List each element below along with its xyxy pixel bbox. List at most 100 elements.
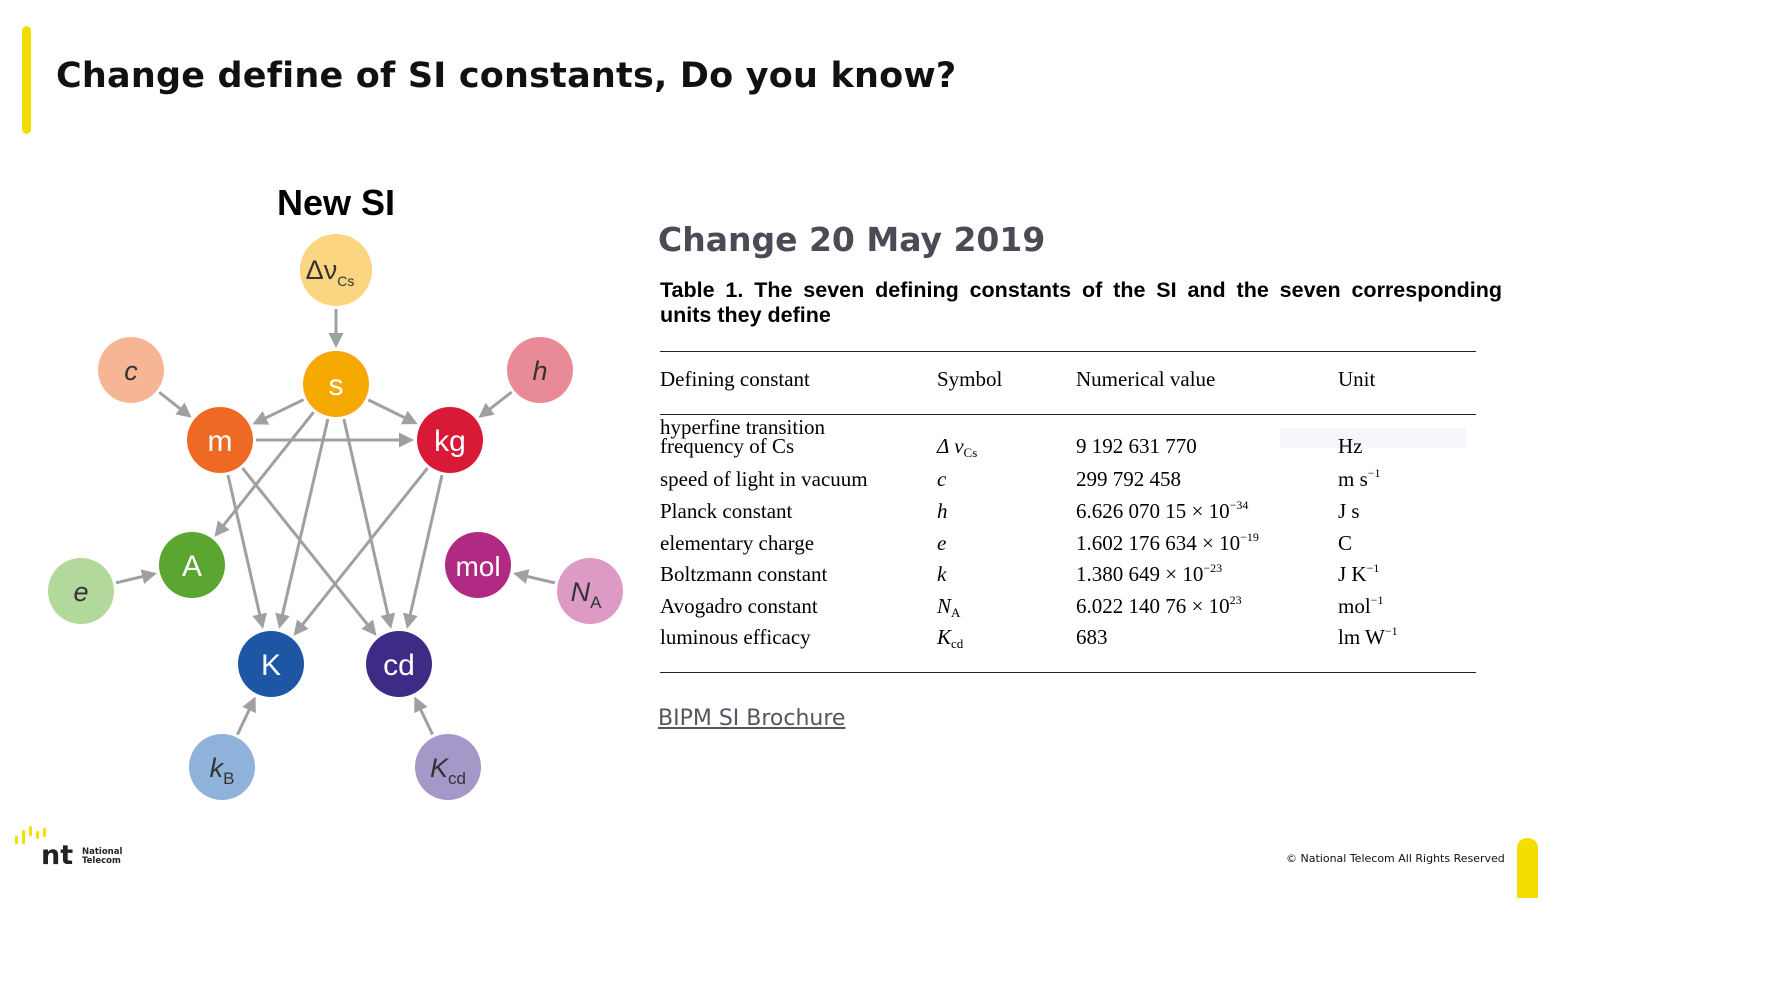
row-luminous-value: 683 bbox=[1076, 625, 1108, 649]
row-avogadro-value: 6.022 140 76 × 1023 bbox=[1076, 593, 1242, 618]
arrow-NA-to-mol bbox=[513, 569, 556, 585]
row-charge-symbol: e bbox=[937, 531, 947, 555]
bipm-si-brochure-link[interactable]: BIPM SI Brochure bbox=[658, 706, 846, 731]
node-mol-circle bbox=[445, 532, 511, 598]
table-caption-line-1: Table 1. The seven defining constants of… bbox=[660, 278, 1502, 302]
arrow-kg-to-cd bbox=[403, 474, 444, 629]
company-logo: nt National Telecom bbox=[14, 826, 124, 871]
row-planck-symbol: h bbox=[937, 499, 948, 523]
arrow-c-to-m bbox=[158, 391, 192, 418]
svg-text:c: c bbox=[124, 356, 138, 386]
nt-logo-icon: nt bbox=[15, 826, 73, 871]
svg-text:A: A bbox=[182, 550, 202, 583]
svg-text:kB: kB bbox=[210, 753, 235, 788]
copyright-notice: © National Telecom All Rights Reserved bbox=[1286, 852, 1505, 865]
table-bottom-rule bbox=[660, 672, 1476, 673]
row-hyperfine-constant-2: frequency of Cs bbox=[660, 434, 795, 458]
arrow-s-to-cd bbox=[342, 418, 396, 629]
svg-text:m: m bbox=[208, 425, 233, 458]
row-boltzmann-value: 1.380 649 × 10−23 bbox=[1076, 561, 1223, 586]
table-caption: Table 1. The seven defining constants of… bbox=[660, 278, 1502, 328]
node-kb: kB bbox=[189, 734, 255, 800]
row-planck-value: 6.626 070 15 × 10−34 bbox=[1076, 498, 1249, 523]
node-k-circle bbox=[238, 631, 304, 697]
node-mol: mol bbox=[445, 532, 511, 598]
row-hyperfine-symbol: Δ νCs bbox=[937, 434, 978, 460]
svg-text:NA: NA bbox=[571, 577, 603, 612]
arrow-h-to-kg bbox=[478, 390, 513, 418]
row-hyperfine-value: 9 192 631 770 bbox=[1076, 434, 1197, 458]
row-light-constant: speed of light in vacuum bbox=[660, 467, 868, 491]
arrow-s-to-A bbox=[214, 411, 315, 537]
node-e: e bbox=[48, 558, 114, 624]
arrow-kg-to-K bbox=[293, 467, 429, 636]
svg-text:K: K bbox=[261, 649, 281, 682]
row-hyperfine-unit: Hz bbox=[1338, 434, 1363, 458]
si-units-diagram: ΔνCs c h e NA kB Kcd s m kg A mol bbox=[48, 234, 623, 800]
node-a-circle bbox=[159, 532, 225, 598]
row-luminous-constant: luminous efficacy bbox=[660, 625, 811, 649]
node-k: K bbox=[238, 631, 304, 697]
node-cd-circle bbox=[366, 631, 432, 697]
row-charge-unit: C bbox=[1338, 531, 1353, 555]
svg-text:h: h bbox=[532, 356, 547, 386]
svg-text:ΔνCs: ΔνCs bbox=[306, 255, 355, 289]
row-avogadro-constant: Avogadro constant bbox=[660, 594, 818, 618]
node-c: c bbox=[98, 337, 164, 403]
row-light-unit: m s−1 bbox=[1338, 466, 1381, 491]
header-symbol: Symbol bbox=[937, 367, 1003, 391]
table-top-rule bbox=[660, 351, 1476, 352]
row-charge-value: 1.602 176 634 × 10−19 bbox=[1076, 530, 1259, 555]
row-light-value: 299 792 458 bbox=[1076, 467, 1181, 491]
row-light-symbol: c bbox=[937, 467, 947, 491]
svg-text:kg: kg bbox=[434, 425, 466, 458]
node-kcd-circle bbox=[415, 734, 481, 800]
svg-text:e: e bbox=[73, 577, 88, 607]
node-s: s bbox=[303, 351, 369, 417]
node-na-circle bbox=[557, 558, 623, 624]
arrow-s-to-kg bbox=[367, 398, 418, 425]
row-avogadro-unit: mol−1 bbox=[1338, 593, 1384, 618]
row-boltzmann-symbol: k bbox=[937, 562, 947, 586]
svg-text:cd: cd bbox=[383, 649, 415, 682]
node-dnu-cs-circle bbox=[300, 234, 372, 306]
node-h: h bbox=[507, 337, 573, 403]
row-avogadro-symbol: NA bbox=[937, 594, 961, 620]
row-planck-constant: Planck constant bbox=[660, 499, 793, 523]
node-m-circle bbox=[187, 407, 253, 473]
header-numerical-value: Numerical value bbox=[1076, 367, 1216, 391]
change-date-heading: Change 20 May 2019 bbox=[658, 220, 1046, 259]
table-caption-line-2: units they define bbox=[660, 303, 831, 327]
row-charge-constant: elementary charge bbox=[660, 531, 815, 555]
arrow-e-to-A bbox=[115, 569, 157, 585]
node-na: NA bbox=[557, 558, 623, 624]
diagram-heading: New SI bbox=[276, 182, 396, 223]
header-unit: Unit bbox=[1338, 367, 1376, 391]
node-m: m bbox=[187, 407, 253, 473]
corner-accent-tab bbox=[1517, 838, 1538, 898]
slide-title: Change define of SI constants, Do you kn… bbox=[56, 56, 957, 96]
svg-text:mol: mol bbox=[455, 551, 500, 582]
svg-text:s: s bbox=[329, 369, 344, 402]
row-luminous-symbol: Kcd bbox=[937, 625, 964, 651]
row-boltzmann-unit: J K−1 bbox=[1338, 561, 1380, 586]
title-accent-bar bbox=[22, 26, 31, 134]
logo-text-telecom: Telecom bbox=[82, 856, 121, 866]
node-dnu-cs: ΔνCs bbox=[300, 234, 372, 306]
svg-text:nt: nt bbox=[41, 840, 73, 868]
node-kb-circle bbox=[189, 734, 255, 800]
header-defining-constant: Defining constant bbox=[660, 367, 810, 391]
arrow-m-to-cd bbox=[241, 467, 377, 636]
arrow-m-to-K bbox=[226, 474, 267, 629]
row-planck-unit: J s bbox=[1338, 499, 1360, 523]
row-boltzmann-constant: Boltzmann constant bbox=[660, 562, 828, 586]
node-c-circle bbox=[98, 337, 164, 403]
node-kcd: Kcd bbox=[415, 734, 481, 800]
svg-text:Kcd: Kcd bbox=[430, 753, 466, 788]
arrow-Kcd-to-cd bbox=[414, 696, 434, 736]
logo-text-national: National bbox=[82, 847, 123, 857]
node-kg: kg bbox=[417, 407, 483, 473]
node-cd: cd bbox=[366, 631, 432, 697]
diagram-arrows bbox=[115, 309, 556, 736]
node-s-circle bbox=[303, 351, 369, 417]
